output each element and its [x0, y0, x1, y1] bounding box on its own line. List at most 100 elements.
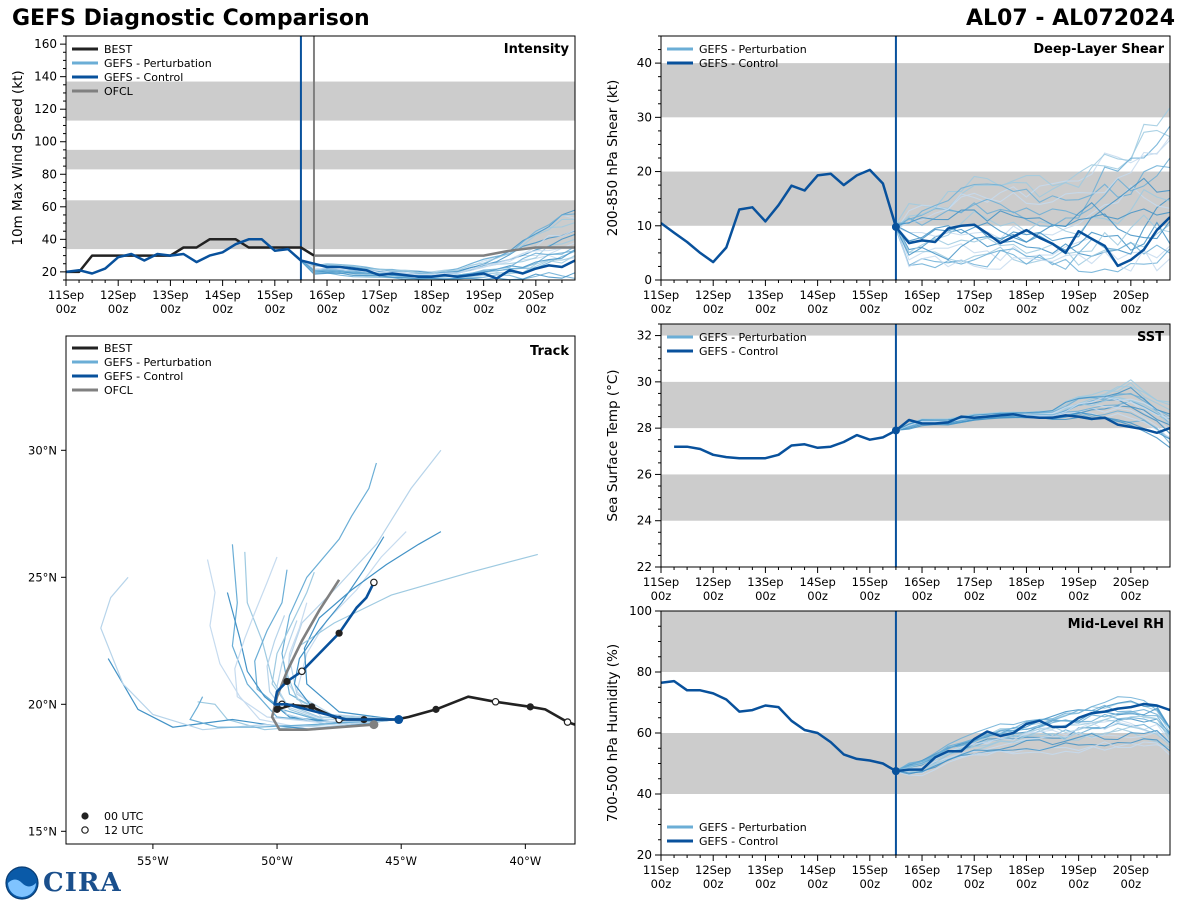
perturbation-member-line — [895, 165, 1170, 227]
lon-tick-label: 55°W — [137, 854, 169, 868]
legend-label-pert: GEFS - Perturbation — [699, 43, 807, 56]
x-tick-label: 18Sep — [1008, 288, 1044, 302]
legend-label-ctrl: GEFS - Control — [699, 345, 778, 358]
x-tick-label: 14Sep — [799, 288, 835, 302]
x-tick-sublabel: 00z — [912, 589, 933, 603]
threshold-band-1 — [66, 149, 575, 170]
y-axis-label: 200-850 hPa Shear (kt) — [605, 80, 621, 237]
x-tick-label: 19Sep — [1060, 288, 1096, 302]
y-tick-label: 80 — [42, 167, 57, 181]
x-tick-sublabel: 00z — [473, 302, 494, 316]
x-tick-label: 20Sep — [1113, 863, 1149, 877]
marker-00utc — [526, 703, 534, 711]
x-tick-sublabel: 00z — [651, 302, 672, 316]
x-tick-label: 16Sep — [904, 288, 940, 302]
x-tick-sublabel: 00z — [912, 302, 933, 316]
x-tick-label: 20Sep — [1113, 575, 1149, 589]
legend-label-ofcl: OFCL — [104, 85, 134, 98]
plot-area-shear — [661, 36, 1170, 280]
x-tick-sublabel: 00z — [1068, 589, 1089, 603]
perturbation-track-line — [296, 531, 407, 721]
noaa-logo-icon — [5, 866, 39, 900]
x-tick-label: 19Sep — [1060, 863, 1096, 877]
y-tick-label: 20 — [637, 848, 652, 862]
y-tick-label: 100 — [34, 135, 57, 149]
perturbation-track-line — [276, 620, 397, 721]
x-tick-label: 16Sep — [309, 288, 345, 302]
y-axis-label: 700-500 hPa Humidity (%) — [605, 644, 621, 822]
y-tick-label: 80 — [637, 665, 652, 679]
x-tick-sublabel: 00z — [1068, 877, 1089, 891]
y-tick-label: 120 — [34, 102, 57, 116]
x-tick-sublabel: 00z — [807, 589, 828, 603]
x-tick-sublabel: 00z — [1068, 302, 1089, 316]
chart-title: SST — [1137, 330, 1164, 345]
lat-tick-label: 15°N — [28, 824, 57, 838]
x-tick-sublabel: 00z — [859, 589, 880, 603]
x-tick-sublabel: 00z — [317, 302, 338, 316]
perturbation-member-line — [300, 218, 575, 275]
perturbation-track-line — [234, 556, 397, 723]
perturbation-member-line — [895, 222, 1170, 262]
legend-00utc-marker — [81, 812, 89, 820]
x-tick-label: 19Sep — [1060, 575, 1096, 589]
x-tick-label: 15Sep — [852, 863, 888, 877]
lat-tick-label: 30°N — [28, 443, 57, 457]
threshold-band-1 — [661, 611, 1170, 672]
perturbation-member-line — [895, 709, 1170, 772]
analysis-point-marker — [891, 426, 900, 435]
x-tick-label: 14Sep — [799, 575, 835, 589]
marker-12utc — [491, 697, 500, 706]
y-tick-label: 0 — [644, 273, 652, 287]
x-tick-sublabel: 00z — [755, 877, 776, 891]
x-tick-sublabel: 00z — [421, 302, 442, 316]
x-tick-label: 13Sep — [747, 863, 783, 877]
legend-label-ctrl: GEFS - Control — [104, 370, 183, 383]
y-tick-label: 22 — [637, 560, 652, 574]
perturbation-track-line — [189, 696, 397, 728]
x-tick-sublabel: 00z — [807, 877, 828, 891]
y-tick-label: 32 — [637, 329, 652, 343]
lon-tick-label: 40°W — [509, 854, 541, 868]
series-line-gefs-control — [661, 168, 1170, 268]
x-tick-label: 16Sep — [904, 863, 940, 877]
x-tick-label: 16Sep — [904, 575, 940, 589]
x-tick-label: 19Sep — [465, 288, 501, 302]
perturbation-member-line — [300, 260, 575, 280]
perturbation-member-line — [895, 157, 1170, 231]
y-tick-label: 20 — [42, 265, 57, 279]
perturbation-member-line — [895, 107, 1170, 228]
plot-frame — [65, 335, 576, 845]
track-map-area — [100, 449, 575, 732]
series-line-gefs-control — [66, 238, 575, 280]
x-tick-sublabel: 00z — [1016, 877, 1037, 891]
perturbation-member-line — [895, 726, 1170, 772]
x-tick-label: 13Sep — [747, 575, 783, 589]
perturbation-member-line — [895, 731, 1170, 773]
perturbation-member-line — [895, 226, 1170, 272]
logo: CIRA — [5, 866, 122, 900]
perturbation-member-line — [895, 741, 1170, 777]
legend-label-ofcl: OFCL — [104, 384, 134, 397]
chart-title: Deep-Layer Shear — [1033, 42, 1164, 57]
chart-title: Track — [530, 344, 569, 359]
legend-label-best: BEST — [104, 342, 132, 355]
x-tick-label: 11Sep — [643, 863, 679, 877]
y-tick-label: 60 — [637, 726, 652, 740]
x-tick-sublabel: 00z — [264, 302, 285, 316]
y-tick-label: 20 — [637, 165, 652, 179]
series-line-gefs-control — [674, 413, 1170, 460]
x-tick-sublabel: 00z — [755, 589, 776, 603]
x-tick-sublabel: 00z — [964, 877, 985, 891]
x-tick-label: 18Sep — [1008, 575, 1044, 589]
x-tick-sublabel: 00z — [964, 589, 985, 603]
x-tick-sublabel: 00z — [1121, 877, 1142, 891]
y-tick-label: 160 — [34, 37, 57, 51]
plot-area-intensity — [66, 36, 575, 280]
marker-00utc — [273, 705, 281, 713]
y-axis-label: 10m Max Wind Speed (kt) — [10, 70, 26, 245]
x-tick-sublabel: 00z — [1121, 302, 1142, 316]
perturbation-member-line — [895, 202, 1170, 243]
